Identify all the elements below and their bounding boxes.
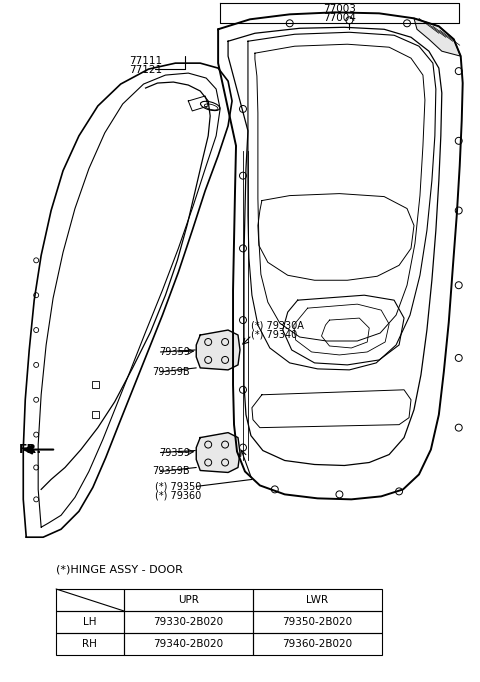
Text: LH: LH — [83, 617, 96, 627]
Text: UPR: UPR — [178, 595, 199, 605]
Bar — [253, 611, 382, 633]
Text: RH: RH — [83, 639, 97, 649]
Bar — [253, 633, 382, 655]
Bar — [56, 589, 124, 611]
Text: 77111: 77111 — [129, 56, 162, 66]
Text: 79340-2B020: 79340-2B020 — [153, 639, 223, 649]
Bar — [124, 633, 253, 655]
Text: 79359B: 79359B — [153, 367, 190, 377]
Bar — [56, 633, 124, 655]
Bar — [56, 611, 124, 633]
Text: 79360-2B020: 79360-2B020 — [283, 639, 353, 649]
Bar — [92, 411, 99, 418]
Text: 79330-2B020: 79330-2B020 — [153, 617, 223, 627]
Text: (*) 79360: (*) 79360 — [156, 490, 202, 501]
Text: 79359: 79359 — [159, 347, 190, 357]
Polygon shape — [196, 330, 240, 370]
Text: (*)HINGE ASSY - DOOR: (*)HINGE ASSY - DOOR — [56, 564, 183, 574]
Text: (*) 79340: (*) 79340 — [251, 329, 297, 339]
Text: FR.: FR. — [19, 443, 42, 456]
Text: LWR: LWR — [307, 595, 329, 605]
Bar — [124, 589, 253, 611]
Bar — [253, 589, 382, 611]
Text: 79359B: 79359B — [153, 466, 190, 477]
Bar — [124, 611, 253, 633]
Text: 77004: 77004 — [323, 14, 356, 23]
Text: (*) 79350: (*) 79350 — [156, 481, 202, 492]
Text: 79359: 79359 — [159, 447, 190, 458]
Polygon shape — [196, 432, 240, 473]
Text: 77003: 77003 — [323, 4, 356, 14]
Polygon shape — [414, 18, 461, 56]
Bar — [92, 381, 99, 388]
Text: (*) 79330A: (*) 79330A — [251, 320, 304, 330]
Text: 77121: 77121 — [129, 65, 162, 75]
Text: 79350-2B020: 79350-2B020 — [283, 617, 353, 627]
